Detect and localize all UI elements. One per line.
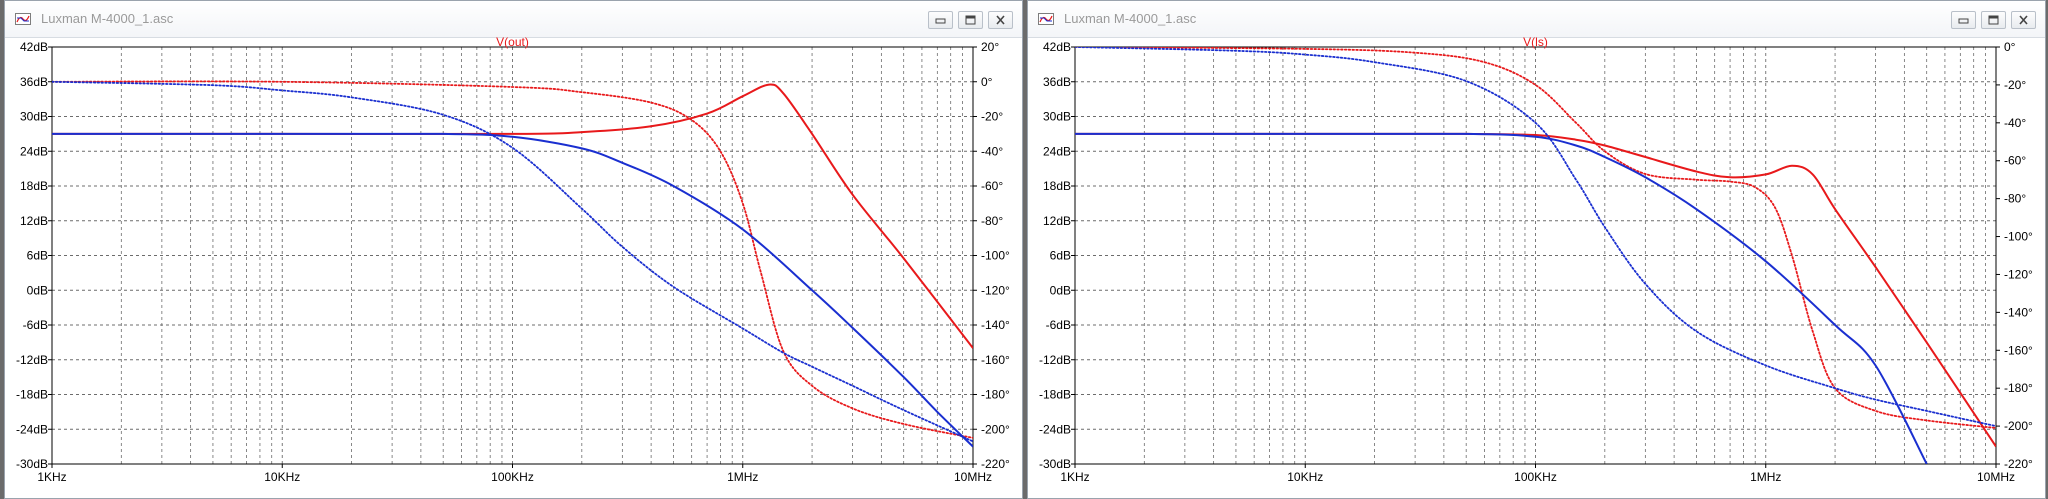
axes: 1KHz 10KHz 100KHz 1MHz 10MHz 42dB 36dB 30dB 24dB… [16, 40, 1010, 484]
series-group [52, 80, 973, 448]
blue-solid-series-line [1075, 132, 1928, 464]
bode-plot-vout[interactable]: 1KHz 10KHz 100KHz 1MHz 10MHz 42dB 36dB 30dB 24dB… [5, 37, 1022, 498]
y-left-tick-label: 36dB [1043, 75, 1071, 89]
y-left-tick-label: 24dB [20, 144, 48, 158]
minimize-button[interactable] [1951, 11, 1976, 29]
blue-solid-series-line [52, 132, 973, 448]
y-left-tick-label: 24dB [1043, 144, 1071, 158]
y-left-tick-label: -18dB [1039, 388, 1071, 402]
waveform-icon [15, 13, 31, 25]
y-left-tick-label: 6dB [27, 249, 48, 263]
y-left-tick-label: -24dB [16, 422, 48, 436]
plot-window-right[interactable]: Luxman M-4000_1.asc 1KHz 10KHz 100KHz 1MHz 1… [1027, 0, 2046, 499]
minimize-icon [1958, 18, 1969, 24]
close-icon [996, 15, 1005, 25]
x-tick-label: 100KHz [1514, 470, 1557, 484]
y-left-tick-label: 30dB [20, 110, 48, 124]
y-right-tick-label: -20° [981, 110, 1003, 124]
y-right-tick-label: -180° [981, 388, 1010, 402]
chart-title: V(ls) [1523, 37, 1548, 49]
y-left-tick-label: -12dB [1039, 353, 1071, 367]
y-right-tick-label: -40° [981, 144, 1003, 158]
window-title: Luxman M-4000_1.asc [41, 11, 174, 26]
y-right-tick-label: -160° [981, 353, 1010, 367]
bode-plot-vls[interactable]: 1KHz 10KHz 100KHz 1MHz 10MHz 42dB 36dB 30dB 24dB… [1028, 37, 2045, 498]
y-left-tick-label: 18dB [1043, 179, 1071, 193]
restore-button[interactable] [958, 11, 983, 29]
y-right-tick-label: -200° [981, 422, 1010, 436]
y-left-tick-label: 42dB [20, 40, 48, 54]
waveform-icon [1038, 13, 1054, 25]
y-right-tick-label: -220° [2004, 457, 2033, 471]
x-tick-label: 1KHz [37, 470, 66, 484]
restore-icon [965, 15, 976, 25]
y-left-tick-label: 18dB [20, 179, 48, 193]
restore-icon [1988, 15, 1999, 25]
window-titlebar[interactable]: Luxman M-4000_1.asc [5, 1, 1022, 38]
y-left-tick-label: -30dB [1039, 457, 1071, 471]
close-button[interactable] [2011, 11, 2036, 29]
y-left-tick-label: 12dB [1043, 214, 1071, 228]
red-dotted-series-line [1075, 47, 1996, 429]
window-titlebar[interactable]: Luxman M-4000_1.asc [1028, 1, 2045, 38]
y-right-tick-label: -60° [981, 179, 1003, 193]
y-left-tick-label: 30dB [1043, 110, 1071, 124]
y-left-tick-label: -18dB [16, 388, 48, 402]
minimize-icon [935, 18, 946, 24]
blue-dotted-series-line [1075, 47, 1996, 427]
y-left-tick-label: -12dB [16, 353, 48, 367]
y-left-tick-label: 6dB [1050, 249, 1071, 263]
x-tick-label: 10KHz [264, 470, 300, 484]
y-left-tick-label: -6dB [23, 318, 48, 332]
y-left-tick-label: -6dB [1046, 318, 1071, 332]
y-left-tick-label: 0dB [27, 283, 48, 297]
grid [51, 46, 974, 465]
y-right-tick-label: -180° [2004, 381, 2033, 395]
x-tick-label: 10MHz [1977, 470, 2015, 484]
close-button[interactable] [988, 11, 1013, 29]
y-right-tick-label: -140° [981, 318, 1010, 332]
y-left-tick-label: 42dB [1043, 40, 1071, 54]
axes: 1KHz 10KHz 100KHz 1MHz 10MHz 42dB 36dB 30dB 24dB… [1039, 40, 2033, 484]
y-right-tick-label: -40° [2004, 116, 2026, 130]
minimize-button[interactable] [928, 11, 953, 29]
y-right-tick-label: -120° [981, 283, 1010, 297]
y-right-tick-label: -140° [2004, 305, 2033, 319]
grid [1074, 46, 1997, 465]
y-right-tick-label: -100° [2004, 230, 2033, 244]
y-right-tick-label: -60° [2004, 154, 2026, 168]
y-left-tick-label: 36dB [20, 75, 48, 89]
y-right-tick-label: 0° [2004, 40, 2016, 54]
y-left-tick-label: -24dB [1039, 422, 1071, 436]
window-title: Luxman M-4000_1.asc [1064, 11, 1197, 26]
y-right-tick-label: -200° [2004, 419, 2033, 433]
chart-title: V(out) [496, 37, 529, 49]
close-icon [2019, 15, 2028, 25]
x-tick-label: 100KHz [491, 470, 534, 484]
series-group [1075, 47, 1996, 464]
x-tick-label: 10KHz [1287, 470, 1323, 484]
x-tick-label: 1MHz [1750, 470, 1781, 484]
y-right-tick-label: -120° [2004, 267, 2033, 281]
blue-dotted-series-line [52, 80, 973, 443]
plot-window-left[interactable]: Luxman M-4000_1.asc 1KHz 10KHz 100KHz 1MHz 1… [4, 0, 1023, 499]
y-right-tick-label: -100° [981, 249, 1010, 263]
y-left-tick-label: 12dB [20, 214, 48, 228]
y-right-tick-label: 0° [981, 75, 993, 89]
y-right-tick-label: 20° [981, 40, 999, 54]
x-tick-label: 1MHz [727, 470, 758, 484]
x-tick-label: 10MHz [954, 470, 992, 484]
y-left-tick-label: 0dB [1050, 283, 1071, 297]
y-right-tick-label: -160° [2004, 343, 2033, 357]
x-tick-label: 1KHz [1060, 470, 1089, 484]
y-left-tick-label: -30dB [16, 457, 48, 471]
y-right-tick-label: -80° [981, 214, 1003, 228]
red-dotted-series-line [52, 80, 973, 439]
restore-button[interactable] [1981, 11, 2006, 29]
y-right-tick-label: -220° [981, 457, 1010, 471]
y-right-tick-label: -80° [2004, 192, 2026, 206]
y-right-tick-label: -20° [2004, 78, 2026, 92]
